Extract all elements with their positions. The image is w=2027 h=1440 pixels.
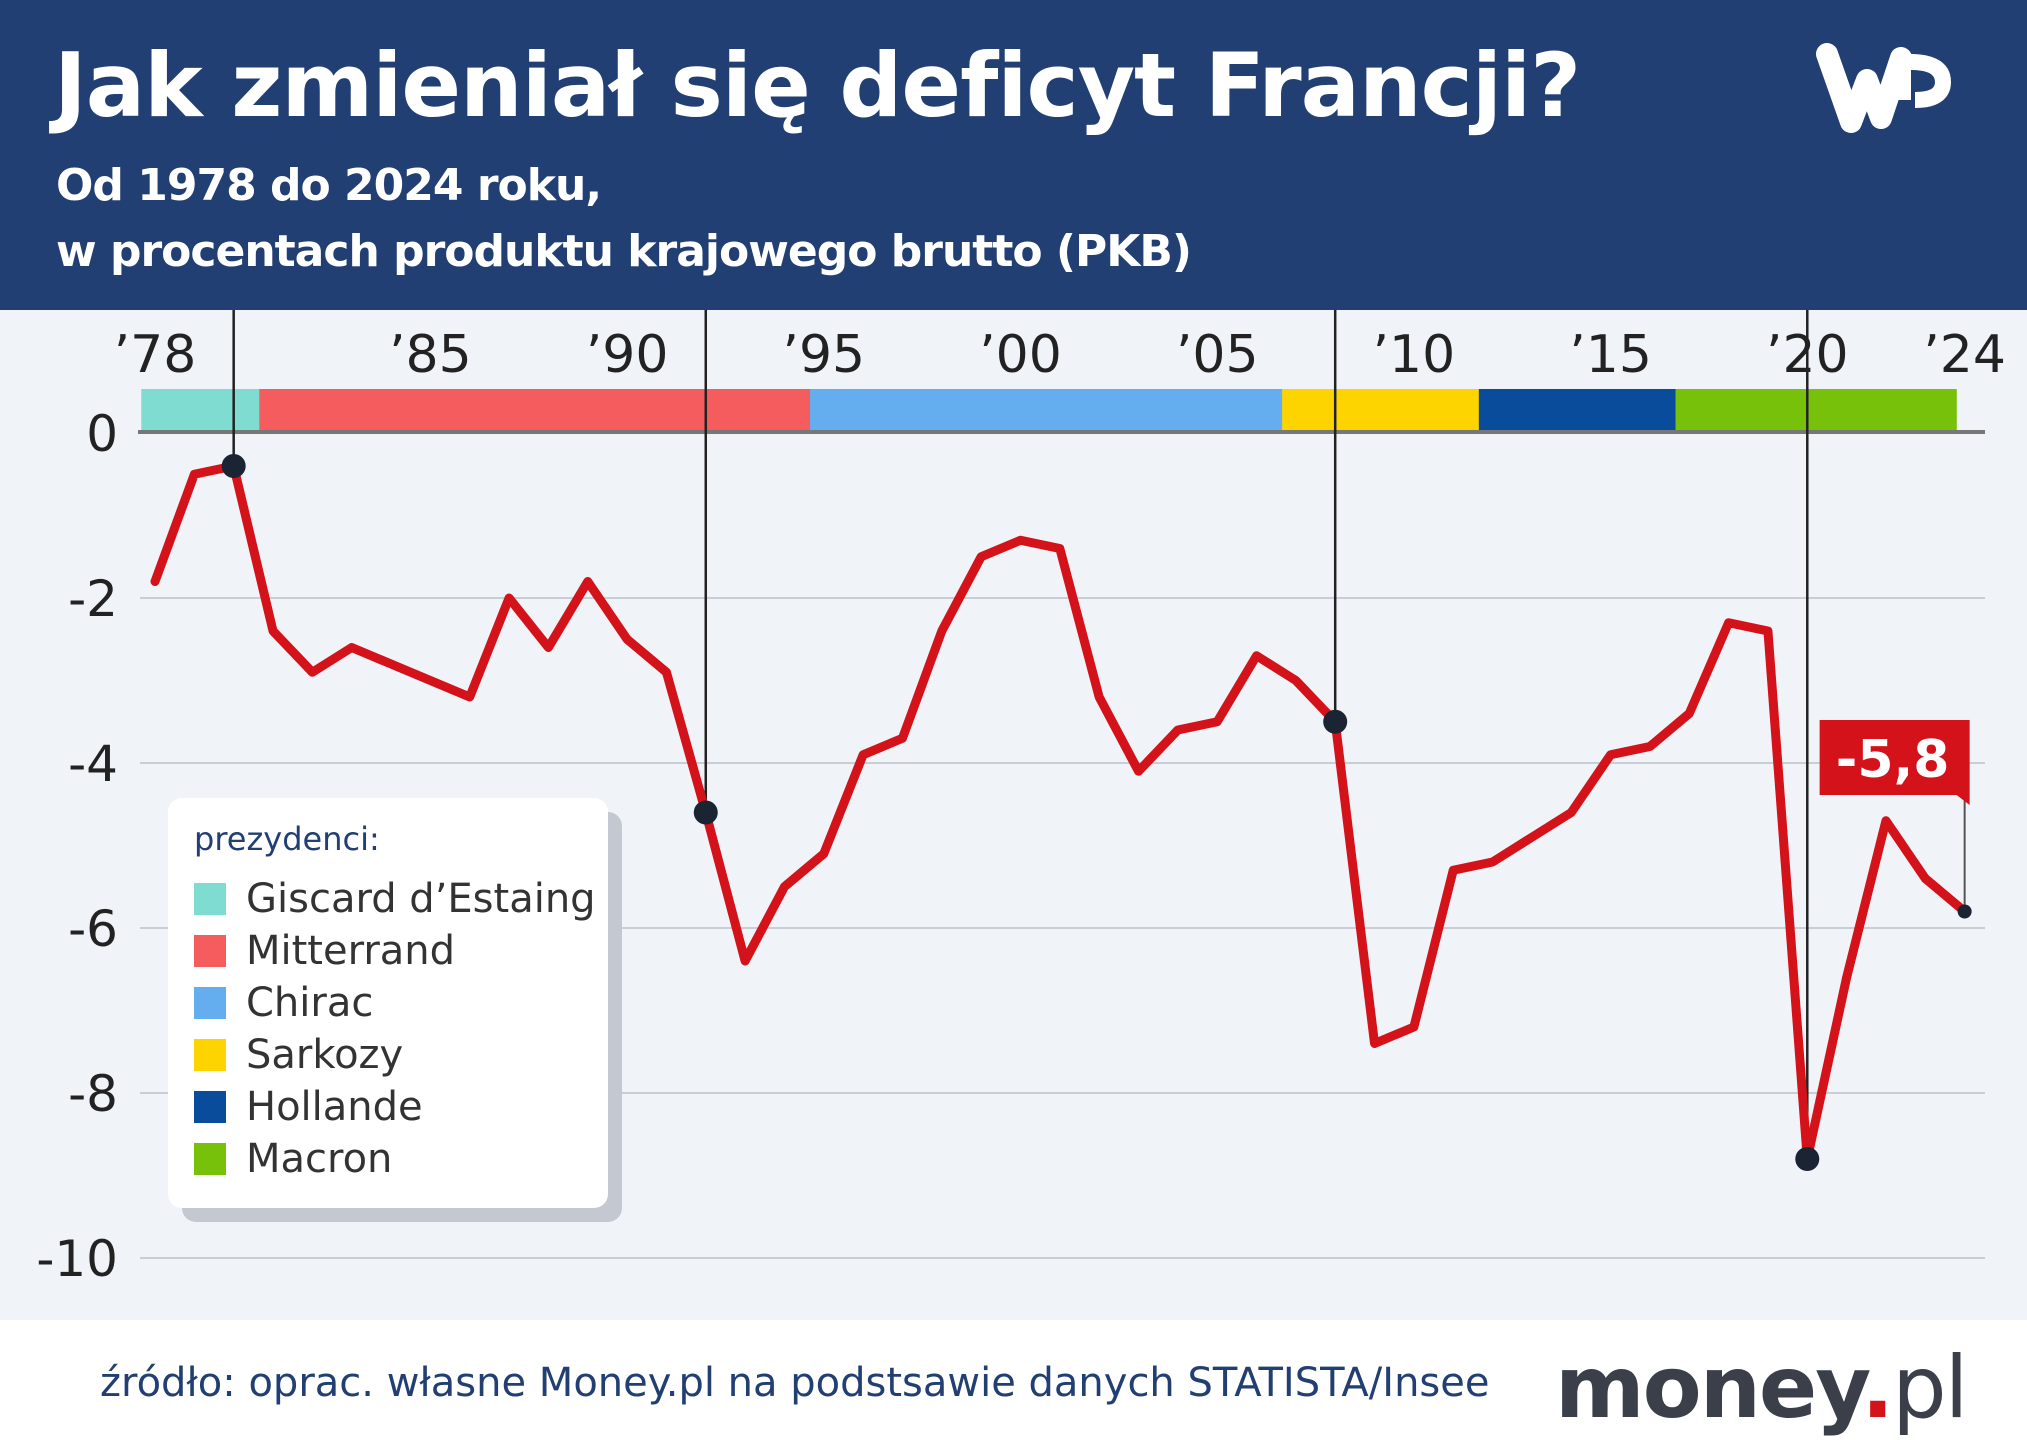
- x-tick-label: ’78: [114, 325, 197, 385]
- y-tick-label: -8: [68, 1065, 118, 1123]
- line-chart: 0-2-4-6-8-10’78’85’90’95’00’05’10’15’20’…: [36, 310, 2006, 1288]
- president-bar: [141, 389, 266, 431]
- legend-swatch: [194, 1143, 226, 1175]
- chart-title: Jak zmieniał się deficyt Francji?: [54, 34, 1581, 137]
- marker-dot: [693, 800, 718, 825]
- president-bar: [259, 389, 816, 431]
- y-tick-label: -6: [68, 900, 118, 958]
- brand-dot: .: [1861, 1338, 1894, 1438]
- legend: prezydenci: Giscard d’Estaing Mitterrand C…: [168, 798, 608, 1208]
- chart-subtitle-2: w procentach produktu krajowego brutto (…: [56, 226, 1192, 277]
- legend-label: Giscard d’Estaing: [246, 876, 596, 922]
- legend-swatch: [194, 1091, 226, 1123]
- legend-swatch: [194, 935, 226, 967]
- deficit-line: [150, 461, 1970, 1164]
- x-tick-label: ’05: [1176, 325, 1259, 385]
- legend-title: prezydenci:: [194, 820, 380, 858]
- header: Jak zmieniał się deficyt Francji? Od 197…: [0, 0, 2027, 310]
- legend-label: Hollande: [246, 1084, 423, 1130]
- legend-swatch: [194, 987, 226, 1019]
- marker-dot: [1795, 1147, 1820, 1171]
- legend-item: Macron: [194, 1136, 392, 1182]
- y-tick-label: -2: [68, 570, 118, 628]
- source-note: źródło: oprac. własne Money.pl na podsts…: [100, 1360, 1490, 1406]
- president-bar: [1282, 389, 1485, 431]
- president-bar: [1675, 389, 1957, 431]
- annotation-label: -5,8: [1836, 730, 1950, 790]
- president-bar: [810, 389, 1288, 431]
- legend-label: Sarkozy: [246, 1032, 404, 1078]
- x-tick-label: ’90: [586, 325, 669, 385]
- legend-item: Chirac: [194, 980, 373, 1026]
- x-tick-label: ’15: [1569, 325, 1652, 385]
- x-tick-label: ’24: [1923, 325, 2006, 385]
- president-bar: [1478, 389, 1682, 431]
- legend-swatch: [194, 883, 226, 915]
- wp-logo: [1816, 43, 1951, 133]
- y-tick-label: 0: [86, 405, 118, 463]
- footer: źródło: oprac. własne Money.pl na podsts…: [0, 1320, 2027, 1440]
- marker-dot: [1323, 709, 1348, 734]
- legend-item: Hollande: [194, 1084, 423, 1130]
- annotation-dot: [1957, 904, 1972, 919]
- x-tick-label: ’95: [782, 325, 865, 385]
- annotation-box: [1819, 720, 1970, 805]
- brand-tld: pl: [1892, 1338, 1968, 1438]
- x-tick-label: ’85: [389, 325, 472, 385]
- y-tick-label: -10: [36, 1230, 118, 1288]
- money-pl-logo: money.pl: [1555, 1338, 1969, 1438]
- y-tick-label: -4: [68, 735, 118, 793]
- legend-swatch: [194, 1039, 226, 1071]
- marker-dot: [221, 454, 246, 478]
- legend-label: Macron: [246, 1136, 393, 1182]
- legend-label: Chirac: [246, 980, 374, 1026]
- legend-item: Mitterrand: [194, 928, 455, 974]
- x-tick-label: ’00: [979, 325, 1062, 385]
- legend-item: Sarkozy: [194, 1032, 403, 1078]
- brand-main: money: [1555, 1338, 1863, 1438]
- x-tick-label: ’10: [1373, 325, 1456, 385]
- chart-subtitle: Od 1978 do 2024 roku,: [56, 160, 602, 211]
- legend-item: Giscard d’Estaing: [194, 876, 596, 922]
- legend-label: Mitterrand: [246, 928, 456, 974]
